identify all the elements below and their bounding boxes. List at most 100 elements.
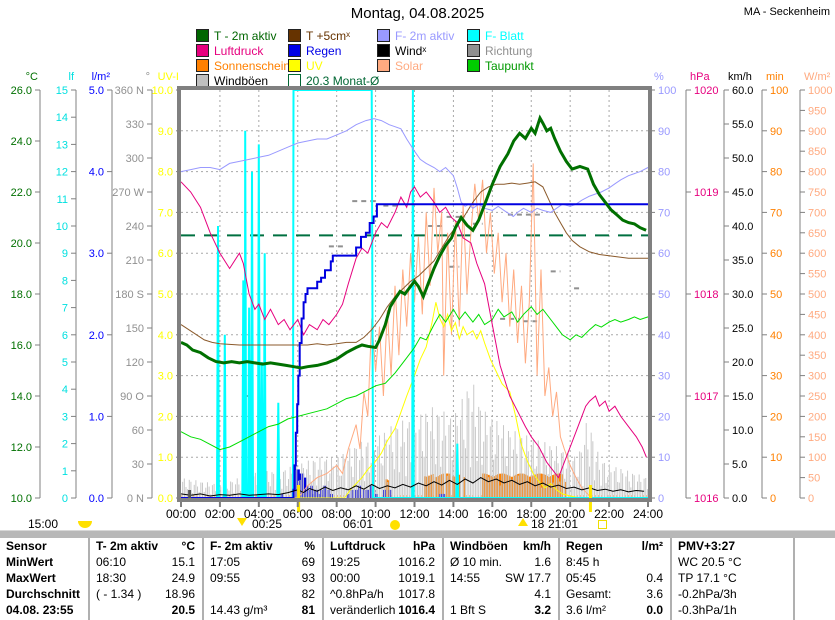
col-title: T- 2m aktiv: [96, 539, 159, 553]
axis-tick-label: 950: [808, 105, 826, 117]
axis-tick-label: 24.0: [11, 136, 32, 148]
legend-item-label: F- 2m aktiv: [395, 29, 455, 43]
axis-tick-label: 550: [808, 269, 826, 281]
axis-tick-label: 9.0: [158, 126, 173, 138]
legend-item-richtung[interactable]: Richtung: [467, 44, 532, 57]
series-richtung: [243, 200, 582, 397]
legend-item-fblatt[interactable]: F- Blatt: [467, 29, 524, 42]
chart-plot: °C10.012.014.016.018.020.022.024.026.0lf…: [11, 71, 833, 521]
regen-swatch-icon: [288, 44, 301, 57]
cell-value: 1019.1: [398, 571, 435, 585]
cell-label: -0.2hPa/3h: [678, 587, 737, 601]
legend-item-taupunkt[interactable]: Taupunkt: [467, 59, 534, 72]
axis-tick-label: 6.0: [158, 248, 173, 260]
col-unit: °C: [181, 539, 195, 553]
x-axis: 00:00 02:00 04:00 06:00 08:00 10:00 12:00 14:00…: [166, 502, 663, 521]
legend-item-wind[interactable]: Windˣ: [377, 44, 427, 58]
axis-tick-label: 1020: [694, 85, 718, 97]
row-header: 04.08. 23:55: [6, 603, 74, 617]
axis-tick-label: 26.0: [11, 85, 32, 97]
cell-label: veränderlich: [330, 603, 396, 617]
axis-tick-label: 40: [658, 330, 670, 342]
legend-item-uv[interactable]: UV: [288, 59, 323, 72]
axis-unit-label: min: [766, 71, 784, 83]
axis-tick-label: 90 O: [120, 391, 144, 403]
axis-tick-label: 0.0: [158, 493, 173, 505]
axis-tick-label: 2.0: [89, 330, 104, 342]
cell-value: 1017.8: [398, 587, 435, 601]
axis-tick-label: 35.0: [732, 255, 753, 267]
series-t5cm: [180, 181, 648, 346]
axis-tick-label: 3.0: [158, 371, 173, 383]
cell-label: ^0.8hPa/h: [330, 587, 384, 601]
sonnenschein-swatch-icon: [196, 59, 209, 72]
richtung-swatch-icon: [467, 44, 480, 57]
f2m-swatch-icon: [377, 29, 390, 42]
axis-tick-label: 180 S: [115, 289, 144, 301]
axis-tick-label: 18.0: [11, 289, 32, 301]
axis-tick-label: 50: [808, 473, 820, 485]
axis-tick-label: 1.0: [89, 411, 104, 423]
axis-tick-label: 50: [658, 289, 670, 301]
legend-item-solar[interactable]: Solar: [377, 59, 423, 72]
table-col-luftdruck: Luftdruck hPa 19:25 1016.2 00:00 1019.1 ^0.8hP…: [322, 538, 442, 620]
legend-item-sonnenschein[interactable]: Sonnenschein: [196, 59, 290, 72]
x-tick-label: 06:00: [283, 507, 313, 521]
x-tick-label: 02:00: [205, 507, 235, 521]
luftdruck-swatch-icon: [196, 44, 209, 57]
axis-tick-label: 0: [808, 493, 814, 505]
axis-tick-label: 30: [770, 371, 782, 383]
cell-label: 3.6 l/m²: [566, 603, 607, 617]
t2m-swatch-icon: [196, 29, 209, 42]
axis-unit-label: °: [146, 71, 150, 83]
moon-phase-square-icon: [598, 520, 607, 529]
axis-tick-label: 1000: [808, 85, 832, 97]
cell-value: 0.4: [646, 571, 663, 585]
axis-tick-label: 30.0: [732, 289, 753, 301]
legend-item-label: Luftdruck: [214, 44, 264, 58]
axis-tick-label: 900: [808, 126, 826, 138]
axis-tick-label: 14.0: [11, 391, 32, 403]
axis-tick-label: 10.0: [732, 425, 753, 437]
cell-label: Ø 10 min.: [450, 555, 503, 569]
axis-tick-label: 10: [770, 452, 782, 464]
legend-item-luftdruck[interactable]: Luftdruck: [196, 44, 264, 58]
legend-item-label: Windˣ: [395, 44, 427, 58]
cell-value: 24.9: [171, 571, 195, 585]
cell-value: 15.1: [171, 555, 195, 569]
axis-unit-label: km/h: [728, 71, 752, 83]
axis-tick-label: 30: [658, 371, 670, 383]
axis-tick-label: 90: [658, 126, 670, 138]
axis-tick-label: 60: [770, 248, 782, 260]
legend-item-t5cm[interactable]: T +5cmˣ: [288, 29, 350, 42]
legend-item-windboeen[interactable]: Windböen: [196, 74, 268, 87]
axis-tick-label: 9: [62, 248, 68, 260]
uv-swatch-icon: [288, 59, 301, 72]
table-col-sensor: Sensor MinWert MaxWert Durchschnitt 04.08. 2…: [0, 538, 88, 620]
axis-unit-label: %: [654, 71, 664, 83]
axis-tick-label: 0.0: [89, 493, 104, 505]
legend-item-regen[interactable]: Regen: [288, 44, 341, 57]
sunrise-time-label: 06:01: [343, 517, 374, 531]
legend-item-t2m[interactable]: T - 2m aktiv: [196, 29, 276, 42]
axis-tick-label: 300: [808, 371, 826, 383]
cell-label: Gesamt:: [566, 587, 612, 601]
legend-item-f2m[interactable]: F- 2m aktiv: [377, 29, 455, 43]
cell-value: 69: [301, 555, 315, 569]
axis-tick-label: 3.0: [89, 248, 104, 260]
x-tick-label: 24:00: [633, 507, 663, 521]
axis-tick-label: 50.0: [732, 153, 753, 165]
axis-tick-label: 0: [658, 493, 664, 505]
axis-tick-label: 6: [62, 330, 68, 342]
legend-item-monat[interactable]: 20.3 Monat-Ø: [288, 74, 379, 87]
cell-label: 14:55: [450, 571, 481, 585]
axis-tick-label: 330: [126, 119, 144, 131]
axis-tick-label: 13: [56, 139, 68, 151]
sunset-time-label: 21:01: [548, 517, 579, 531]
moon-icon: [78, 521, 92, 528]
axis-tick-label: 650: [808, 228, 826, 240]
series-wind: [180, 477, 645, 497]
axis-tick-label: 150: [126, 323, 144, 335]
col-unit: km/h: [522, 539, 551, 553]
moonrise-arrow-icon: [518, 518, 528, 526]
